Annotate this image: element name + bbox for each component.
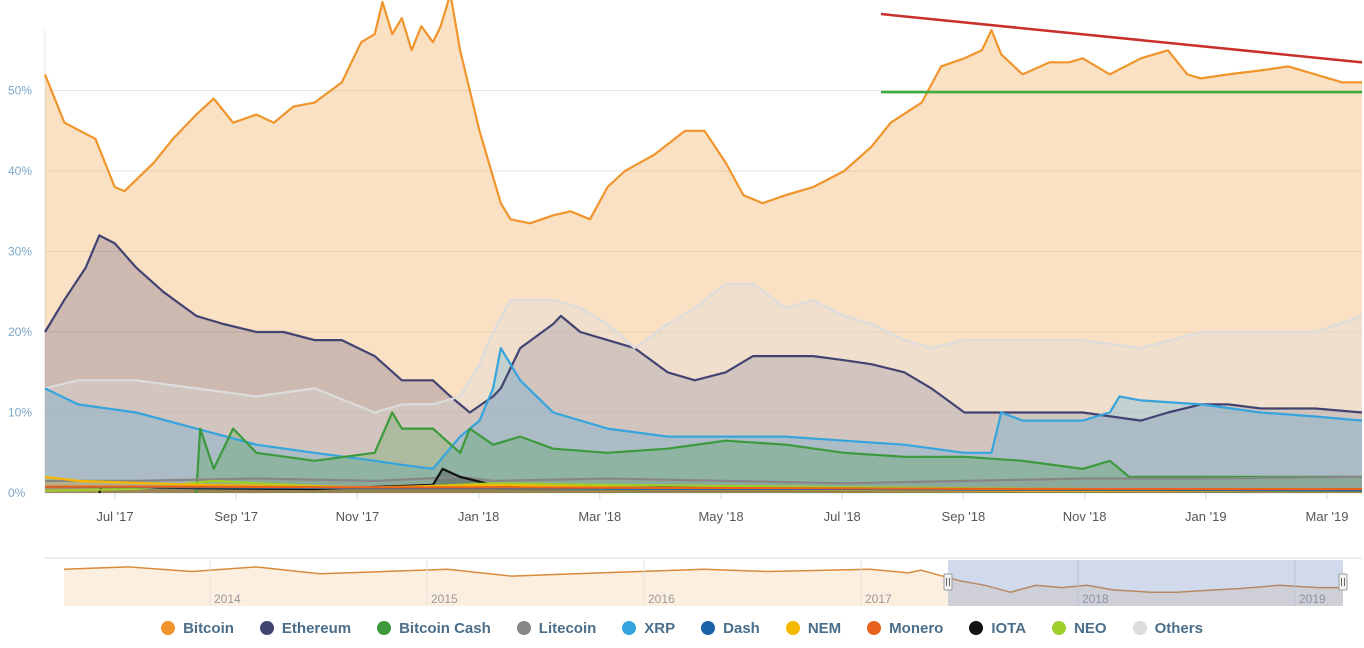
legend-dot xyxy=(516,621,531,635)
y-tick-label: 30% xyxy=(8,245,32,259)
legend-label: Litecoin xyxy=(538,619,597,637)
navigator-year-label: 2014 xyxy=(214,592,241,606)
y-tick-label: 50% xyxy=(8,84,32,98)
legend-dot xyxy=(622,621,637,635)
legend-label: IOTA xyxy=(991,619,1027,637)
legend-item-monero[interactable]: Monero xyxy=(867,620,943,637)
legend-dot xyxy=(1132,621,1147,635)
legend-dot xyxy=(1052,621,1067,635)
x-tick-label: Sep '18 xyxy=(942,509,986,524)
line-bitcoin-cash xyxy=(195,411,1362,494)
legend-label: Monero xyxy=(889,619,944,637)
navigator-line xyxy=(63,566,1343,593)
x-tick-label: Mar '19 xyxy=(1306,509,1349,524)
navigator-area xyxy=(64,566,1343,606)
handle-grip[interactable] xyxy=(943,573,953,591)
chart-legend: Bitcoin Ethereum Bitcoin Cash Litecoin XRP Da… xyxy=(0,614,1364,642)
line-bitcoin xyxy=(43,0,1362,225)
legend-dot xyxy=(785,621,800,635)
legend-label: XRP xyxy=(644,619,676,637)
area-ethereum xyxy=(45,235,1362,493)
x-axis-ticks: Jul '17 Sep '17 Nov '17 Jan '18 Mar '18 May '… xyxy=(96,493,1348,524)
legend-item-nem[interactable]: NEM xyxy=(785,619,842,637)
line-litecoin xyxy=(45,475,1363,485)
trend-annotations xyxy=(880,12,1363,94)
area-bitcoin-cash xyxy=(196,412,1362,493)
legend-item-bitcoin-cash[interactable]: Bitcoin Cash xyxy=(377,620,491,637)
x-tick-label: Sep '17 xyxy=(214,509,258,524)
area-others xyxy=(45,283,1362,493)
legend-label: Bitcoin xyxy=(183,619,234,637)
handle-grip[interactable] xyxy=(1338,573,1348,591)
x-tick-label: Jul '18 xyxy=(824,509,861,524)
navigator-handle-left[interactable] xyxy=(943,573,953,591)
x-tick-label: Jan '19 xyxy=(1185,509,1227,524)
line-xrp xyxy=(44,347,1363,470)
range-navigator[interactable]: 2014 2015 2016 2017 2018 2019 xyxy=(45,557,1362,606)
line-others xyxy=(44,282,1363,414)
legend-label: Others xyxy=(1154,619,1203,637)
legend-label: NEM xyxy=(807,619,842,637)
y-tick-label: 10% xyxy=(8,406,32,420)
legend-item-iota[interactable]: IOTA xyxy=(969,620,1026,637)
navigator-year-label: 2015 xyxy=(431,592,458,606)
navigator-year-label: 2017 xyxy=(865,592,892,606)
legend-label: NEO xyxy=(1074,619,1107,637)
navigator-year-label: 2018 xyxy=(1082,592,1109,606)
legend-item-xrp[interactable]: XRP xyxy=(622,620,675,637)
x-tick-label: May '18 xyxy=(698,509,743,524)
legend-label: Dash xyxy=(723,619,760,637)
navigator-selection[interactable] xyxy=(948,560,1343,606)
navigator-year-label: 2016 xyxy=(648,592,675,606)
legend-item-litecoin[interactable]: Litecoin xyxy=(516,619,597,637)
legend-dot xyxy=(377,621,392,635)
legend-dot xyxy=(161,621,176,635)
navigator-handle-right[interactable] xyxy=(1338,573,1348,591)
area-xrp xyxy=(45,348,1362,493)
y-axis-ticks: 0% 10% 20% 30% 40% 50% xyxy=(8,84,32,501)
line-ethereum xyxy=(44,234,1363,422)
area-bitcoin xyxy=(45,0,1362,493)
legend-label: Ethereum xyxy=(281,619,352,637)
x-tick-label: Nov '18 xyxy=(1063,509,1107,524)
x-tick-label: Jul '17 xyxy=(96,509,133,524)
legend-item-bitcoin[interactable]: Bitcoin xyxy=(161,620,234,637)
trendline-line xyxy=(880,12,1363,64)
y-tick-label: 40% xyxy=(8,164,32,178)
x-tick-label: Mar '18 xyxy=(578,509,621,524)
series-areas xyxy=(45,0,1362,493)
legend-dot xyxy=(701,621,716,635)
legend-dot xyxy=(259,621,274,635)
legend-dot xyxy=(867,621,882,635)
legend-item-dash[interactable]: Dash xyxy=(701,620,760,637)
legend-item-neo[interactable]: NEO xyxy=(1052,620,1107,637)
series-lines xyxy=(43,0,1363,494)
legend-dot xyxy=(969,621,984,635)
legend-item-ethereum[interactable]: Ethereum xyxy=(259,619,352,637)
line-monero xyxy=(45,485,1362,491)
legend-item-others[interactable]: Others xyxy=(1132,619,1203,637)
navigator-year-label: 2019 xyxy=(1299,592,1326,606)
x-tick-label: Nov '17 xyxy=(336,509,380,524)
legend-label: Bitcoin Cash xyxy=(399,619,491,637)
dominance-chart: 0%10%20%30%40%50% Jul '17 Sep '17 Nov '17 J… xyxy=(8,0,1363,606)
x-tick-label: Jan '18 xyxy=(458,509,500,524)
y-tick-label: 0% xyxy=(8,486,26,500)
y-tick-label: 20% xyxy=(8,325,32,339)
